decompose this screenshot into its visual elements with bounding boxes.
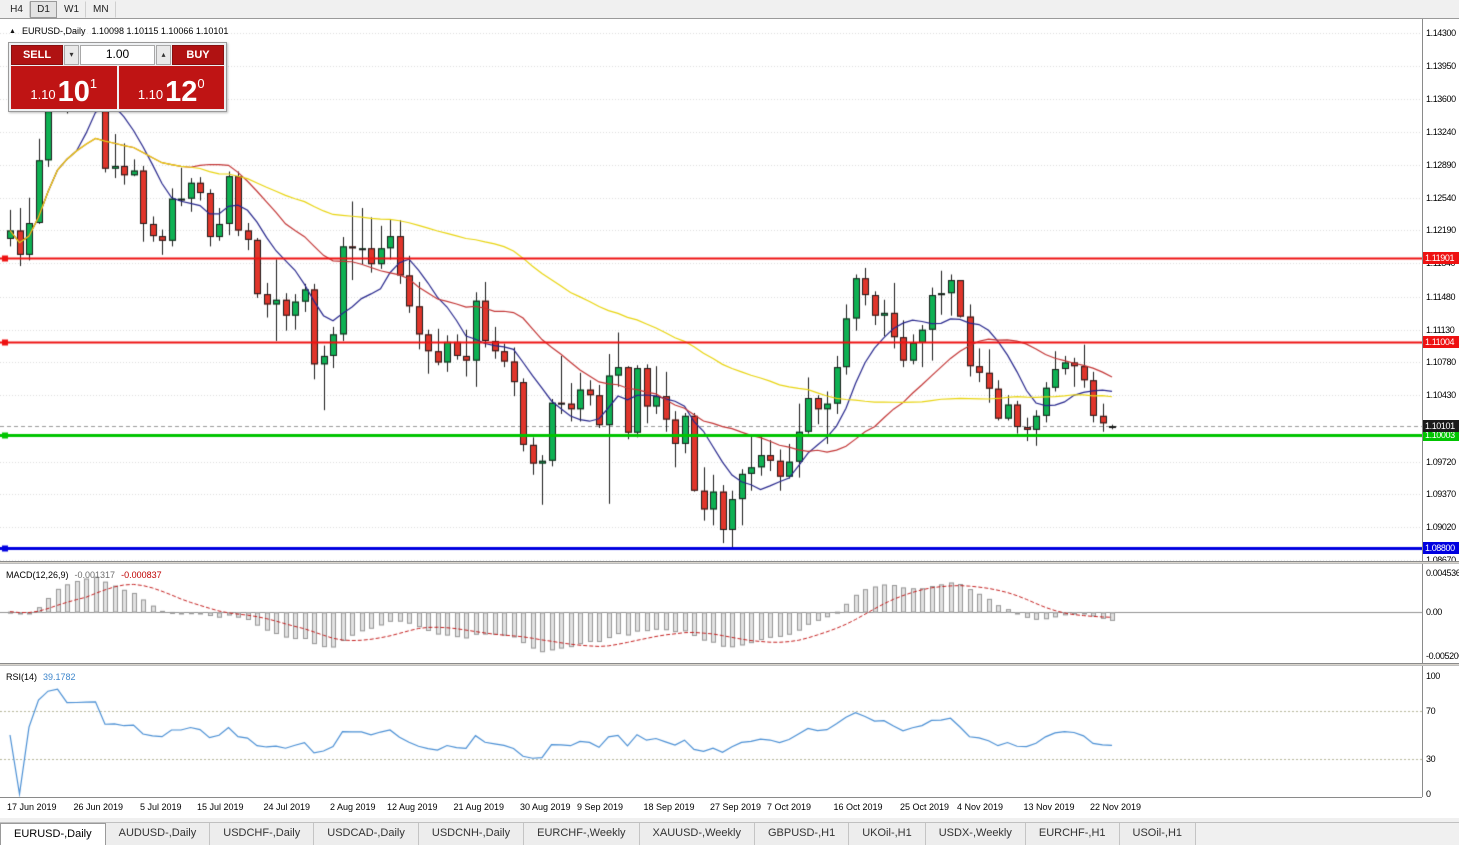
price-tick-label: 1.10430 [1426,390,1456,400]
level-price-label: 1.08800 [1423,542,1459,554]
date-tick-label: 12 Aug 2019 [387,802,438,812]
rsi-scale-label: 30 [1426,754,1436,764]
symbol-tab-usdchf-daily[interactable]: USDCHF-,Daily [210,823,315,845]
buy-price-pip-digit: 0 [197,76,205,91]
buy-price-big-digits: 12 [165,76,198,108]
date-tick-label: 22 Nov 2019 [1090,802,1142,812]
date-tick-label: 16 Oct 2019 [833,802,883,812]
date-tick-label: 7 Oct 2019 [767,802,812,812]
price-tick-label: 1.12190 [1426,225,1456,235]
rsi-scale-label: 70 [1426,706,1436,716]
volume-up-button[interactable]: ▴ [156,45,171,65]
current-price-label: 1.10101 [1423,420,1459,432]
price-tick-label: 1.13600 [1426,94,1456,104]
sell-button[interactable]: SELL [11,45,63,65]
rsi-scale-label: 100 [1426,671,1440,681]
date-tick-label: 4 Nov 2019 [957,802,1004,812]
price-tick-label: 1.09370 [1426,489,1456,499]
symbol-tab-usdcad-daily[interactable]: USDCAD-,Daily [314,823,419,845]
volume-down-button[interactable]: ▾ [64,45,79,65]
symbol-tab-eurchf-h1[interactable]: EURCHF-,H1 [1025,823,1120,845]
price-tick-label: 1.09020 [1426,522,1456,532]
symbol-tab-usoil-h1[interactable]: USOil-,H1 [1119,823,1197,845]
sell-price-button[interactable]: 1.10 10 1 [11,66,117,109]
date-tick-label: 26 Jun 2019 [73,802,124,812]
one-click-trading-panel: SELL ▾ 1.00 ▴ BUY 1.10 10 1 1.10 12 0 [8,42,227,112]
date-tick-label: 2 Aug 2019 [330,802,376,812]
price-tick-label: 1.14300 [1426,28,1456,38]
level-price-label: 1.10003 [1423,429,1459,441]
timeframe-toolbar: H4 D1 W1 MN [0,0,1459,19]
chart-ohlc-values: 1.10098 1.10115 1.10066 1.10101 [91,26,229,36]
date-tick-label: 18 Sep 2019 [643,802,695,812]
date-tick-label: 17 Jun 2019 [7,802,57,812]
rsi-indicator-canvas[interactable] [0,666,1422,797]
rsi-name: RSI(14) [6,672,38,682]
volume-input[interactable]: 1.00 [80,45,155,65]
sell-price-pip-digit: 1 [89,76,98,91]
buy-price-prefix: 1.10 [137,87,164,102]
macd-scale-label: 0.004536 [1426,568,1459,578]
sell-price-prefix: 1.10 [30,87,56,102]
date-tick-label: 15 Jul 2019 [197,802,244,812]
timeframe-button-d1[interactable]: D1 [30,0,57,18]
level-price-label: 1.11004 [1423,336,1459,348]
symbol-tab-usdx-weekly[interactable]: USDX-,Weekly [925,823,1026,845]
time-axis[interactable]: 17 Jun 2019 26 Jun 2019 5 Jul 2019 15 Jul 2… [0,797,1422,818]
price-tick-label: 1.10780 [1426,357,1456,367]
price-scale[interactable]: 1.14300 1.13950 1.13600 1.13240 1.12890 1.125… [1422,19,1459,799]
symbol-tab-eurchf-weekly[interactable]: EURCHF-,Weekly [524,823,640,845]
macd-scale-label: 0.00 [1426,607,1442,617]
macd-indicator-canvas[interactable] [0,564,1422,663]
sell-price-big-digits: 10 [57,76,90,108]
chart-symbol-label: EURUSD-,Daily [21,26,86,36]
timeframe-button-w1[interactable]: W1 [57,0,86,18]
trade-panel-top-row: SELL ▾ 1.00 ▴ BUY [11,45,224,65]
price-tick-label: 1.11480 [1426,292,1456,302]
buy-price-button[interactable]: 1.10 12 0 [118,66,224,109]
symbol-tab-audusd-daily[interactable]: AUDUSD-,Daily [105,823,211,845]
macd-indicator-label: MACD(12,26,9) -0.001317 -0.000837 [6,570,162,580]
date-tick-label: 25 Oct 2019 [900,802,950,812]
date-tick-label: 27 Sep 2019 [710,802,762,812]
buy-button[interactable]: BUY [172,45,224,65]
date-tick-label: 9 Sep 2019 [577,802,624,812]
macd-signal-value: -0.000837 [121,570,162,580]
price-tick-label: 1.08670 [1426,555,1456,565]
date-tick-label: 21 Aug 2019 [453,802,505,812]
main-chart-canvas[interactable] [0,19,1422,561]
price-tick-label: 1.13240 [1426,127,1456,137]
date-tick-label: 24 Jul 2019 [263,802,311,812]
price-tick-label: 1.12890 [1426,160,1456,170]
symbol-tab-xauusd-weekly[interactable]: XAUUSD-,Weekly [639,823,755,845]
chart-quote-line: ▲ EURUSD-,Daily 1.10098 1.10115 1.10066 … [9,26,228,36]
symbol-tab-bar: EURUSD-,Daily AUDUSD-,Daily USDCHF-,Daily U… [0,822,1459,845]
price-tick-label: 1.09720 [1426,457,1456,467]
symbol-tab-gbpusd-h1[interactable]: GBPUSD-,H1 [754,823,850,845]
rsi-indicator-label: RSI(14) 39.1782 [6,672,76,682]
level-price-label: 1.11901 [1423,252,1459,264]
macd-main-value: -0.001317 [74,570,116,580]
date-tick-label: 30 Aug 2019 [520,802,571,812]
chart-window: ▲ EURUSD-,Daily 1.10098 1.10115 1.10066 … [0,19,1459,818]
price-tick-label: 1.12540 [1426,193,1456,203]
price-tick-label: 1.13950 [1426,61,1456,71]
symbol-tab-usdcnh-daily[interactable]: USDCNH-,Daily [418,823,525,845]
timeframe-button-h4[interactable]: H4 [3,0,30,18]
date-tick-label: 13 Nov 2019 [1023,802,1075,812]
macd-scale-label: -0.005200 [1426,651,1459,661]
rsi-value: 39.1782 [43,672,76,682]
macd-name: MACD(12,26,9) [6,570,69,580]
pane-splitter-macd[interactable] [0,561,1459,564]
price-tick-label: 1.11130 [1426,325,1455,335]
rsi-scale-label: 0 [1426,789,1431,799]
timeframe-button-mn[interactable]: MN [86,0,116,18]
trade-panel-price-row: 1.10 10 1 1.10 12 0 [11,66,224,109]
symbol-tab-eurusd-daily[interactable]: EURUSD-,Daily [0,823,106,845]
symbol-tab-ukoil-h1[interactable]: UKOil-,H1 [849,823,926,845]
date-tick-label: 5 Jul 2019 [140,802,182,812]
pane-splitter-rsi[interactable] [0,663,1459,666]
trade-panel-toggle-icon[interactable]: ▲ [9,27,16,35]
